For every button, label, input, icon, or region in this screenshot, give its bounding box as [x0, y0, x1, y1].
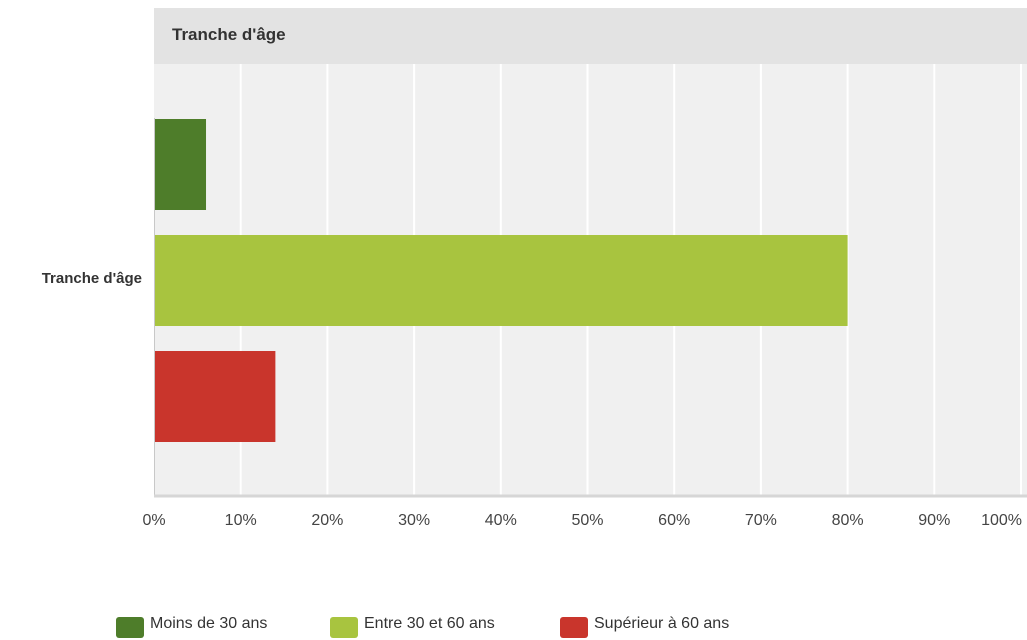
- bar-entre-30-60: [155, 235, 848, 326]
- x-tick-label: 10%: [225, 512, 257, 529]
- x-tick-label: 50%: [571, 512, 603, 529]
- legend-swatch-moins-30: [116, 617, 144, 638]
- legend-label-entre-30-60: Entre 30 et 60 ans: [364, 615, 495, 632]
- bar-moins-30: [155, 119, 207, 210]
- category-label: Tranche d'âge: [41, 270, 142, 287]
- x-tick-label: 100%: [981, 512, 1022, 529]
- legend-swatch-entre-30-60: [330, 617, 358, 638]
- legend-label-moins-30: Moins de 30 ans: [150, 615, 268, 632]
- x-tick-label: 30%: [398, 512, 430, 529]
- x-tick-label: 20%: [311, 512, 343, 529]
- x-tick-label: 90%: [918, 512, 950, 529]
- x-tick-label: 60%: [658, 512, 690, 529]
- bar-superieur-60: [155, 351, 276, 442]
- x-tick-label: 0%: [142, 512, 165, 529]
- chart-header: Tranche d'âge: [154, 8, 1027, 64]
- legend-swatch-superieur-60: [560, 617, 588, 638]
- x-tick-label: 80%: [832, 512, 864, 529]
- chart-title: Tranche d'âge: [172, 25, 286, 44]
- x-tick-label: 40%: [485, 512, 517, 529]
- x-tick-label: 70%: [745, 512, 777, 529]
- legend-label-superieur-60: Supérieur à 60 ans: [594, 615, 730, 632]
